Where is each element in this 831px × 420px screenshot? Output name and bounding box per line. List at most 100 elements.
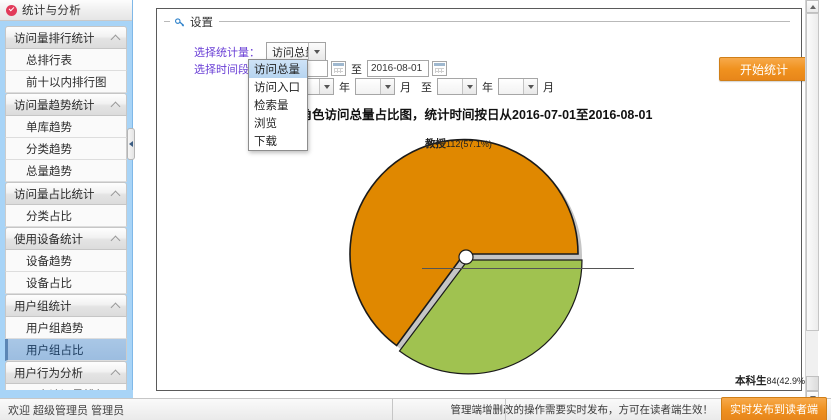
metric-option-entry[interactable]: 访问入口 bbox=[254, 82, 300, 94]
sidebar-accordion: 访问量排行统计 总排行表 前十以内排行图 访问量趋势统计 单库趋势 bbox=[0, 21, 132, 404]
sidebar-item-category-share[interactable]: 分类占比 bbox=[5, 205, 127, 227]
leader-line-top-2 bbox=[484, 268, 634, 269]
pie-slice-professor[interactable] bbox=[349, 138, 579, 347]
chevron-down-icon[interactable] bbox=[523, 79, 537, 94]
sidebar-item-label: 设备占比 bbox=[26, 277, 72, 290]
sidebar-item-category-trend[interactable]: 分类趋势 bbox=[5, 138, 127, 160]
month-to-select[interactable] bbox=[498, 78, 538, 95]
chevron-up-icon bbox=[111, 33, 120, 42]
accordion-header-label: 用户组统计 bbox=[14, 300, 72, 313]
pie-label-professor: 教授112(57.1%) bbox=[425, 136, 492, 151]
chevron-up-icon bbox=[111, 368, 120, 377]
chevron-up-icon bbox=[111, 189, 120, 198]
sidebar-item-label: 用户组趋势 bbox=[26, 322, 84, 335]
period-ym-row: 年 月 至 年 月 bbox=[294, 78, 559, 95]
sidebar-item-single-db-trend[interactable]: 单库趋势 bbox=[5, 116, 127, 138]
collapse-left-arrow-icon bbox=[129, 141, 133, 147]
accordion-header-label: 使用设备统计 bbox=[14, 233, 83, 246]
pie-label-professor-name: 教授 bbox=[425, 138, 446, 150]
accordion-header-usergroup[interactable]: 用户组统计 bbox=[5, 294, 127, 317]
calendar-icon[interactable] bbox=[331, 61, 346, 76]
chevron-down-icon[interactable] bbox=[462, 79, 476, 94]
accordion-header-label: 访问量排行统计 bbox=[14, 32, 95, 45]
pie-label-undergraduate-name: 本科生 bbox=[735, 375, 767, 387]
chevron-up-icon bbox=[111, 100, 120, 109]
calendar-icon[interactable] bbox=[432, 61, 447, 76]
month-unit-label: 月 bbox=[543, 81, 554, 94]
status-bar: 欢迎 超级管理员 管理员 管理端增删改的操作需要实时发布，方可在读者端生效！ 实… bbox=[0, 397, 831, 420]
accordion-header-behavior[interactable]: 用户行为分析 bbox=[5, 361, 127, 384]
ym-range-separator: 至 bbox=[421, 81, 432, 94]
month-unit-label: 月 bbox=[400, 81, 411, 94]
period-row: 选择时间段： 7-01 至 2016-08-01 bbox=[182, 60, 447, 77]
main-content: 设置 选择统计量： 访问总量 选择时间段： 7-01 至 2016-08-01 bbox=[134, 0, 819, 404]
scroll-up-button[interactable] bbox=[806, 0, 819, 13]
sidebar-item-device-share[interactable]: 设备占比 bbox=[5, 272, 127, 294]
accordion-header-share[interactable]: 访问量占比统计 bbox=[5, 182, 127, 205]
accordion-group-share: 访问量占比统计 分类占比 bbox=[5, 182, 127, 227]
accordion-header-label: 访问量趋势统计 bbox=[14, 99, 95, 112]
pie-label-undergraduate: 本科生84(42.9%) bbox=[735, 373, 808, 388]
status-bar-separator-2 bbox=[505, 399, 506, 420]
chevron-down-icon[interactable] bbox=[380, 79, 394, 94]
year-to-select[interactable] bbox=[437, 78, 477, 95]
accordion-header-device[interactable]: 使用设备统计 bbox=[5, 227, 127, 250]
settings-legend-label: 设置 bbox=[190, 17, 213, 29]
metric-label: 选择统计量： bbox=[194, 46, 260, 59]
accordion-header-label: 用户行为分析 bbox=[14, 367, 83, 380]
sidebar-header: 统计与分析 bbox=[0, 0, 132, 21]
metric-option-browse[interactable]: 浏览 bbox=[254, 118, 277, 130]
publish-area: 管理端增删改的操作需要实时发布，方可在读者端生效！ 实时发布到读者端 bbox=[451, 397, 831, 420]
date-range-separator: 至 bbox=[351, 63, 362, 76]
pie-label-undergraduate-value: 84(42.9%) bbox=[766, 376, 809, 386]
settings-divider bbox=[164, 21, 790, 22]
pie-slice-undergraduate[interactable] bbox=[398, 259, 583, 375]
metric-option-download[interactable]: 下载 bbox=[254, 136, 277, 148]
sidebar-item-label: 分类趋势 bbox=[26, 143, 72, 156]
sidebar-title: 统计与分析 bbox=[22, 5, 81, 17]
end-date-value: 2016-08-01 bbox=[371, 63, 423, 74]
chart-title: 角色访问总量占比图，统计时间按日从2016-07-01至2016-08-01 bbox=[299, 108, 653, 122]
vertical-scrollbar[interactable] bbox=[805, 0, 819, 404]
start-statistics-label: 开始统计 bbox=[739, 62, 788, 77]
check-circle-icon bbox=[6, 4, 17, 16]
publish-note: 管理端增删改的操作需要实时发布，方可在读者端生效！ bbox=[450, 404, 714, 416]
pie-chart bbox=[134, 128, 818, 390]
sidebar-item-total-trend[interactable]: 总量趋势 bbox=[5, 160, 127, 182]
welcome-text: 欢迎 超级管理员 管理员 bbox=[8, 404, 125, 417]
sidebar-item-label: 总量趋势 bbox=[26, 165, 72, 178]
chevron-down-icon[interactable] bbox=[308, 43, 325, 60]
accordion-group-trend: 访问量趋势统计 单库趋势 分类趋势 总量趋势 bbox=[5, 93, 127, 182]
metric-option-search[interactable]: 检索量 bbox=[254, 100, 289, 112]
sidebar-footer-spacer bbox=[0, 390, 133, 398]
start-statistics-button[interactable]: 开始统计 bbox=[719, 57, 809, 81]
accordion-group-usergroup: 用户组统计 用户组趋势 用户组占比 bbox=[5, 294, 127, 361]
period-label: 选择时间段： bbox=[194, 63, 260, 76]
chevron-down-icon[interactable] bbox=[319, 79, 333, 94]
metric-select[interactable]: 访问总量 bbox=[266, 42, 326, 61]
scrollbar-thumb[interactable] bbox=[806, 13, 819, 331]
sidebar-item-top-ten-chart[interactable]: 前十以内排行图 bbox=[5, 71, 127, 93]
sidebar-item-label: 前十以内排行图 bbox=[26, 76, 107, 89]
sidebar-item-usergroup-share[interactable]: 用户组占比 bbox=[5, 339, 127, 361]
scroll-up-arrow-icon bbox=[809, 4, 816, 9]
chevron-up-icon bbox=[111, 301, 120, 310]
scrollbar-lower-thumb[interactable] bbox=[806, 376, 819, 391]
month-from-select[interactable] bbox=[355, 78, 395, 95]
metric-option-total-visits[interactable]: 访问总量 bbox=[249, 60, 307, 78]
publish-button[interactable]: 实时发布到读者端 bbox=[721, 397, 827, 420]
chevron-up-icon bbox=[111, 234, 120, 243]
year-unit-label: 年 bbox=[339, 81, 350, 94]
accordion-header-ranking[interactable]: 访问量排行统计 bbox=[5, 26, 127, 49]
accordion-header-label: 访问量占比统计 bbox=[14, 188, 95, 201]
pie-label-professor-value: 112(57.1%) bbox=[446, 139, 492, 149]
sidebar-item-usergroup-trend[interactable]: 用户组趋势 bbox=[5, 317, 127, 339]
sidebar-collapse-handle[interactable] bbox=[127, 128, 135, 160]
metric-dropdown-list[interactable]: 访问总量 访问入口 检索量 浏览 下载 bbox=[248, 59, 308, 151]
sidebar-item-total-rank-table[interactable]: 总排行表 bbox=[5, 49, 127, 71]
sidebar-item-device-trend[interactable]: 设备趋势 bbox=[5, 250, 127, 272]
end-date-input[interactable]: 2016-08-01 bbox=[367, 60, 429, 77]
status-bar-separator bbox=[392, 399, 393, 420]
accordion-header-trend[interactable]: 访问量趋势统计 bbox=[5, 93, 127, 116]
